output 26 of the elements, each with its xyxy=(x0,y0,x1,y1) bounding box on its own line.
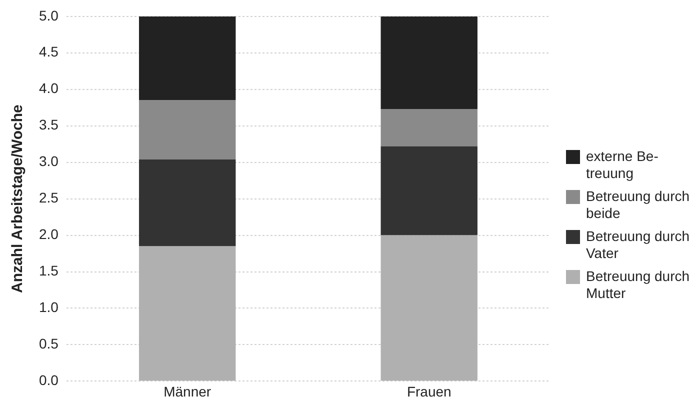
y-axis-title: Anzahl Arbeitstage/Woche xyxy=(9,104,26,293)
legend-label: Betreuung durch beide xyxy=(586,188,691,222)
y-tick-label: 3.0 xyxy=(38,153,59,170)
bar xyxy=(380,109,478,146)
x-tick-label: Frauen xyxy=(406,383,452,400)
y-tick-label: 4.5 xyxy=(38,44,59,60)
legend-label: Betreuung durch Vater xyxy=(586,228,691,262)
y-tick-label: 4.0 xyxy=(38,80,59,96)
bar xyxy=(380,146,478,236)
bar xyxy=(138,100,236,160)
y-tick-label: 3.5 xyxy=(38,116,59,133)
legend-label: Betreuung durch Mutter xyxy=(586,268,691,302)
bar xyxy=(138,16,236,100)
x-tick-label: Männer xyxy=(164,383,212,400)
y-tick-label: 2.5 xyxy=(38,190,59,206)
bar xyxy=(138,246,236,381)
bar xyxy=(380,235,478,381)
y-tick-label: 0.0 xyxy=(38,372,59,388)
y-tick-label: 1.5 xyxy=(38,262,59,279)
y-tick-label: 1.0 xyxy=(38,299,59,316)
legend-label: externe Be-treuung xyxy=(586,148,660,182)
y-tick-label: 2.0 xyxy=(38,226,59,242)
y-tick-label: 5.0 xyxy=(38,7,59,24)
bar xyxy=(380,16,478,110)
bar xyxy=(138,159,236,246)
y-tick-label: 0.5 xyxy=(38,336,59,352)
